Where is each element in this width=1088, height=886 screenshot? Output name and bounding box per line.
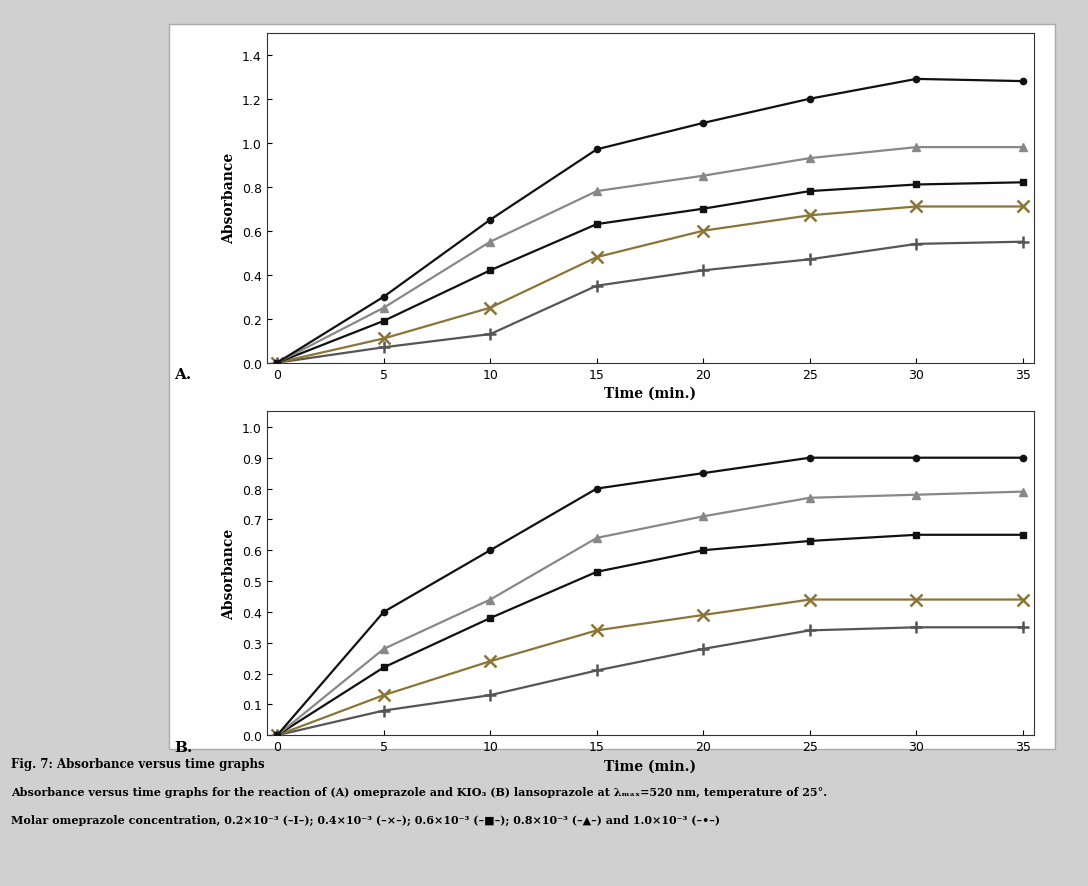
X-axis label: Time (min.): Time (min.) bbox=[604, 386, 696, 400]
Text: A.: A. bbox=[174, 368, 191, 382]
Y-axis label: Absorbance: Absorbance bbox=[222, 153, 236, 244]
Y-axis label: Absorbance: Absorbance bbox=[222, 528, 236, 619]
Text: Absorbance versus time graphs for the reaction of (A) omeprazole and KIO₃ (B) la: Absorbance versus time graphs for the re… bbox=[11, 786, 827, 797]
Text: B.: B. bbox=[174, 740, 193, 754]
X-axis label: Time (min.): Time (min.) bbox=[604, 758, 696, 773]
Text: Molar omeprazole concentration, 0.2×10⁻³ (–I–); 0.4×10⁻³ (–×–); 0.6×10⁻³ (–■–); : Molar omeprazole concentration, 0.2×10⁻³… bbox=[11, 814, 720, 826]
Text: Fig. 7: Absorbance versus time graphs: Fig. 7: Absorbance versus time graphs bbox=[11, 758, 264, 771]
